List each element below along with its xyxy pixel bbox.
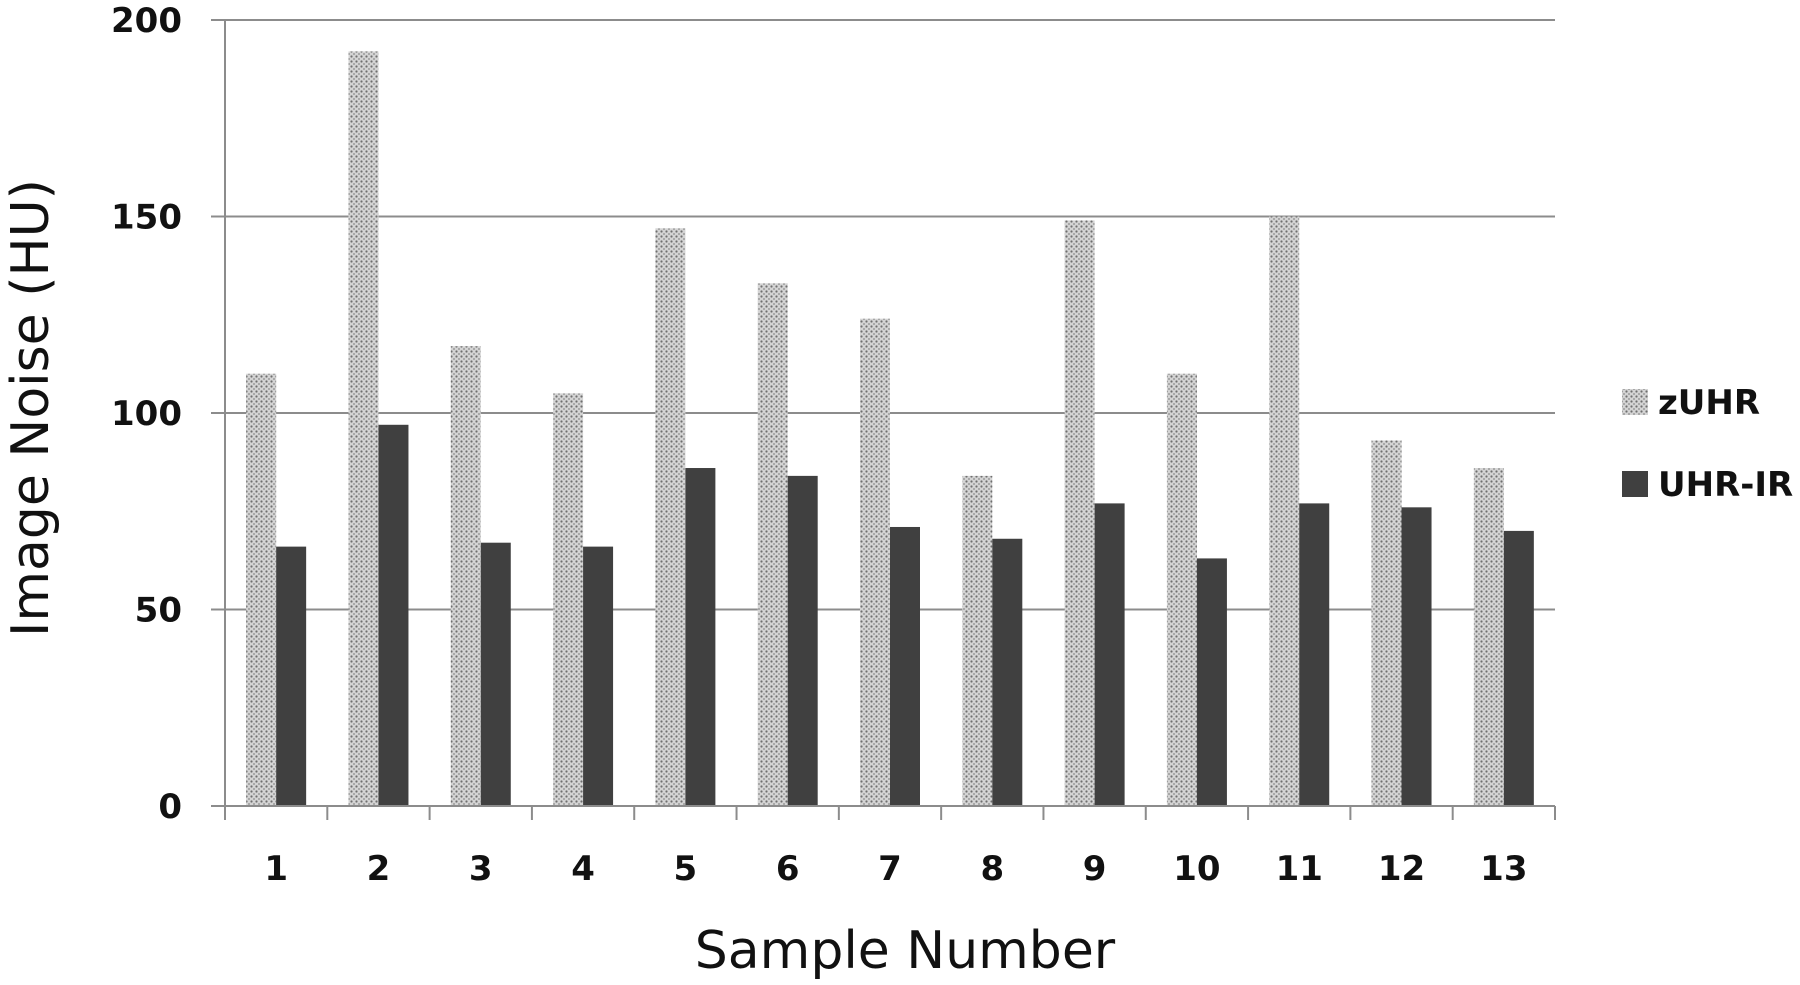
bar-zuhr-sample-6 <box>757 283 788 806</box>
bar-uhr-ir-sample-4 <box>583 546 614 806</box>
bar-uhr-ir-sample-6 <box>787 475 818 806</box>
y-axis-title: Image Noise (HU) <box>1 179 61 637</box>
bar-zuhr-sample-7 <box>860 318 890 806</box>
bar-zuhr-sample-13 <box>1473 468 1504 806</box>
bar-zuhr-sample-1 <box>246 373 277 806</box>
bar-uhr-ir-sample-9 <box>1094 503 1125 806</box>
y-tick-label: 200 <box>111 1 182 41</box>
bar-zuhr-sample-12 <box>1371 440 1402 806</box>
bar-uhr-ir-sample-11 <box>1299 503 1330 806</box>
bar-zuhr-sample-2 <box>348 51 379 806</box>
x-tick-label: 12 <box>1378 849 1425 889</box>
bar-zuhr-sample-9 <box>1064 220 1095 806</box>
legend-label-uhr-ir: UHR-IR <box>1658 465 1793 505</box>
legend-swatch-zuhr <box>1622 389 1648 415</box>
bar-uhr-ir-sample-3 <box>480 542 511 806</box>
bars <box>246 51 1534 807</box>
x-tick-label: 11 <box>1276 849 1323 889</box>
legend-label-zuhr: zUHR <box>1658 383 1760 423</box>
bar-zuhr-sample-10 <box>1166 373 1197 806</box>
legend: zUHR UHR-IR <box>1622 383 1793 505</box>
x-tick-label: 1 <box>264 849 288 889</box>
bar-zuhr-sample-3 <box>450 346 481 806</box>
bar-uhr-ir-sample-12 <box>1401 507 1432 806</box>
bar-uhr-ir-sample-5 <box>685 468 716 806</box>
y-tick-labels: 0 50 100 150 200 <box>111 1 182 827</box>
y-tick-label: 100 <box>111 394 182 434</box>
x-tick-label: 4 <box>571 849 595 889</box>
x-tick-label: 10 <box>1173 849 1220 889</box>
x-tick-label: 8 <box>980 849 1004 889</box>
x-tick-label: 6 <box>776 849 800 889</box>
bar-zuhr-sample-5 <box>655 228 686 807</box>
bar-uhr-ir-sample-2 <box>378 424 409 806</box>
y-tick-label: 50 <box>135 591 182 631</box>
bar-uhr-ir-sample-10 <box>1196 558 1227 806</box>
x-tick-label: 5 <box>674 849 698 889</box>
x-tick-label: 3 <box>469 849 493 889</box>
y-tick-label: 0 <box>158 787 182 827</box>
bar-uhr-ir-sample-13 <box>1503 530 1534 806</box>
bar-uhr-ir-sample-1 <box>276 546 307 806</box>
bar-zuhr-sample-4 <box>553 393 584 806</box>
bar-uhr-ir-sample-7 <box>890 526 920 806</box>
bar-zuhr-sample-8 <box>962 475 993 806</box>
bar-zuhr-sample-11 <box>1269 216 1300 806</box>
x-tick-label: 9 <box>1083 849 1107 889</box>
axes <box>211 20 1556 820</box>
bar-uhr-ir-sample-8 <box>992 538 1023 806</box>
y-tick-label: 150 <box>111 198 182 238</box>
x-tick-label: 13 <box>1480 849 1527 889</box>
x-tick-labels: 1 2 3 4 5 6 7 8 9 10 11 12 13 <box>264 849 1527 889</box>
legend-swatch-uhr-ir <box>1622 471 1648 497</box>
x-tick-label: 2 <box>367 849 391 889</box>
x-axis-title: Sample Number <box>695 921 1116 981</box>
x-tick-label: 7 <box>878 849 902 889</box>
